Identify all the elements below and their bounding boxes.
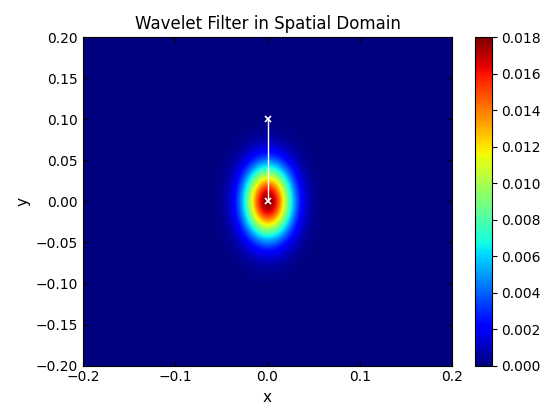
Title: Wavelet Filter in Spatial Domain: Wavelet Filter in Spatial Domain: [134, 15, 400, 33]
X-axis label: x: x: [263, 390, 272, 405]
Y-axis label: y: y: [15, 197, 30, 206]
